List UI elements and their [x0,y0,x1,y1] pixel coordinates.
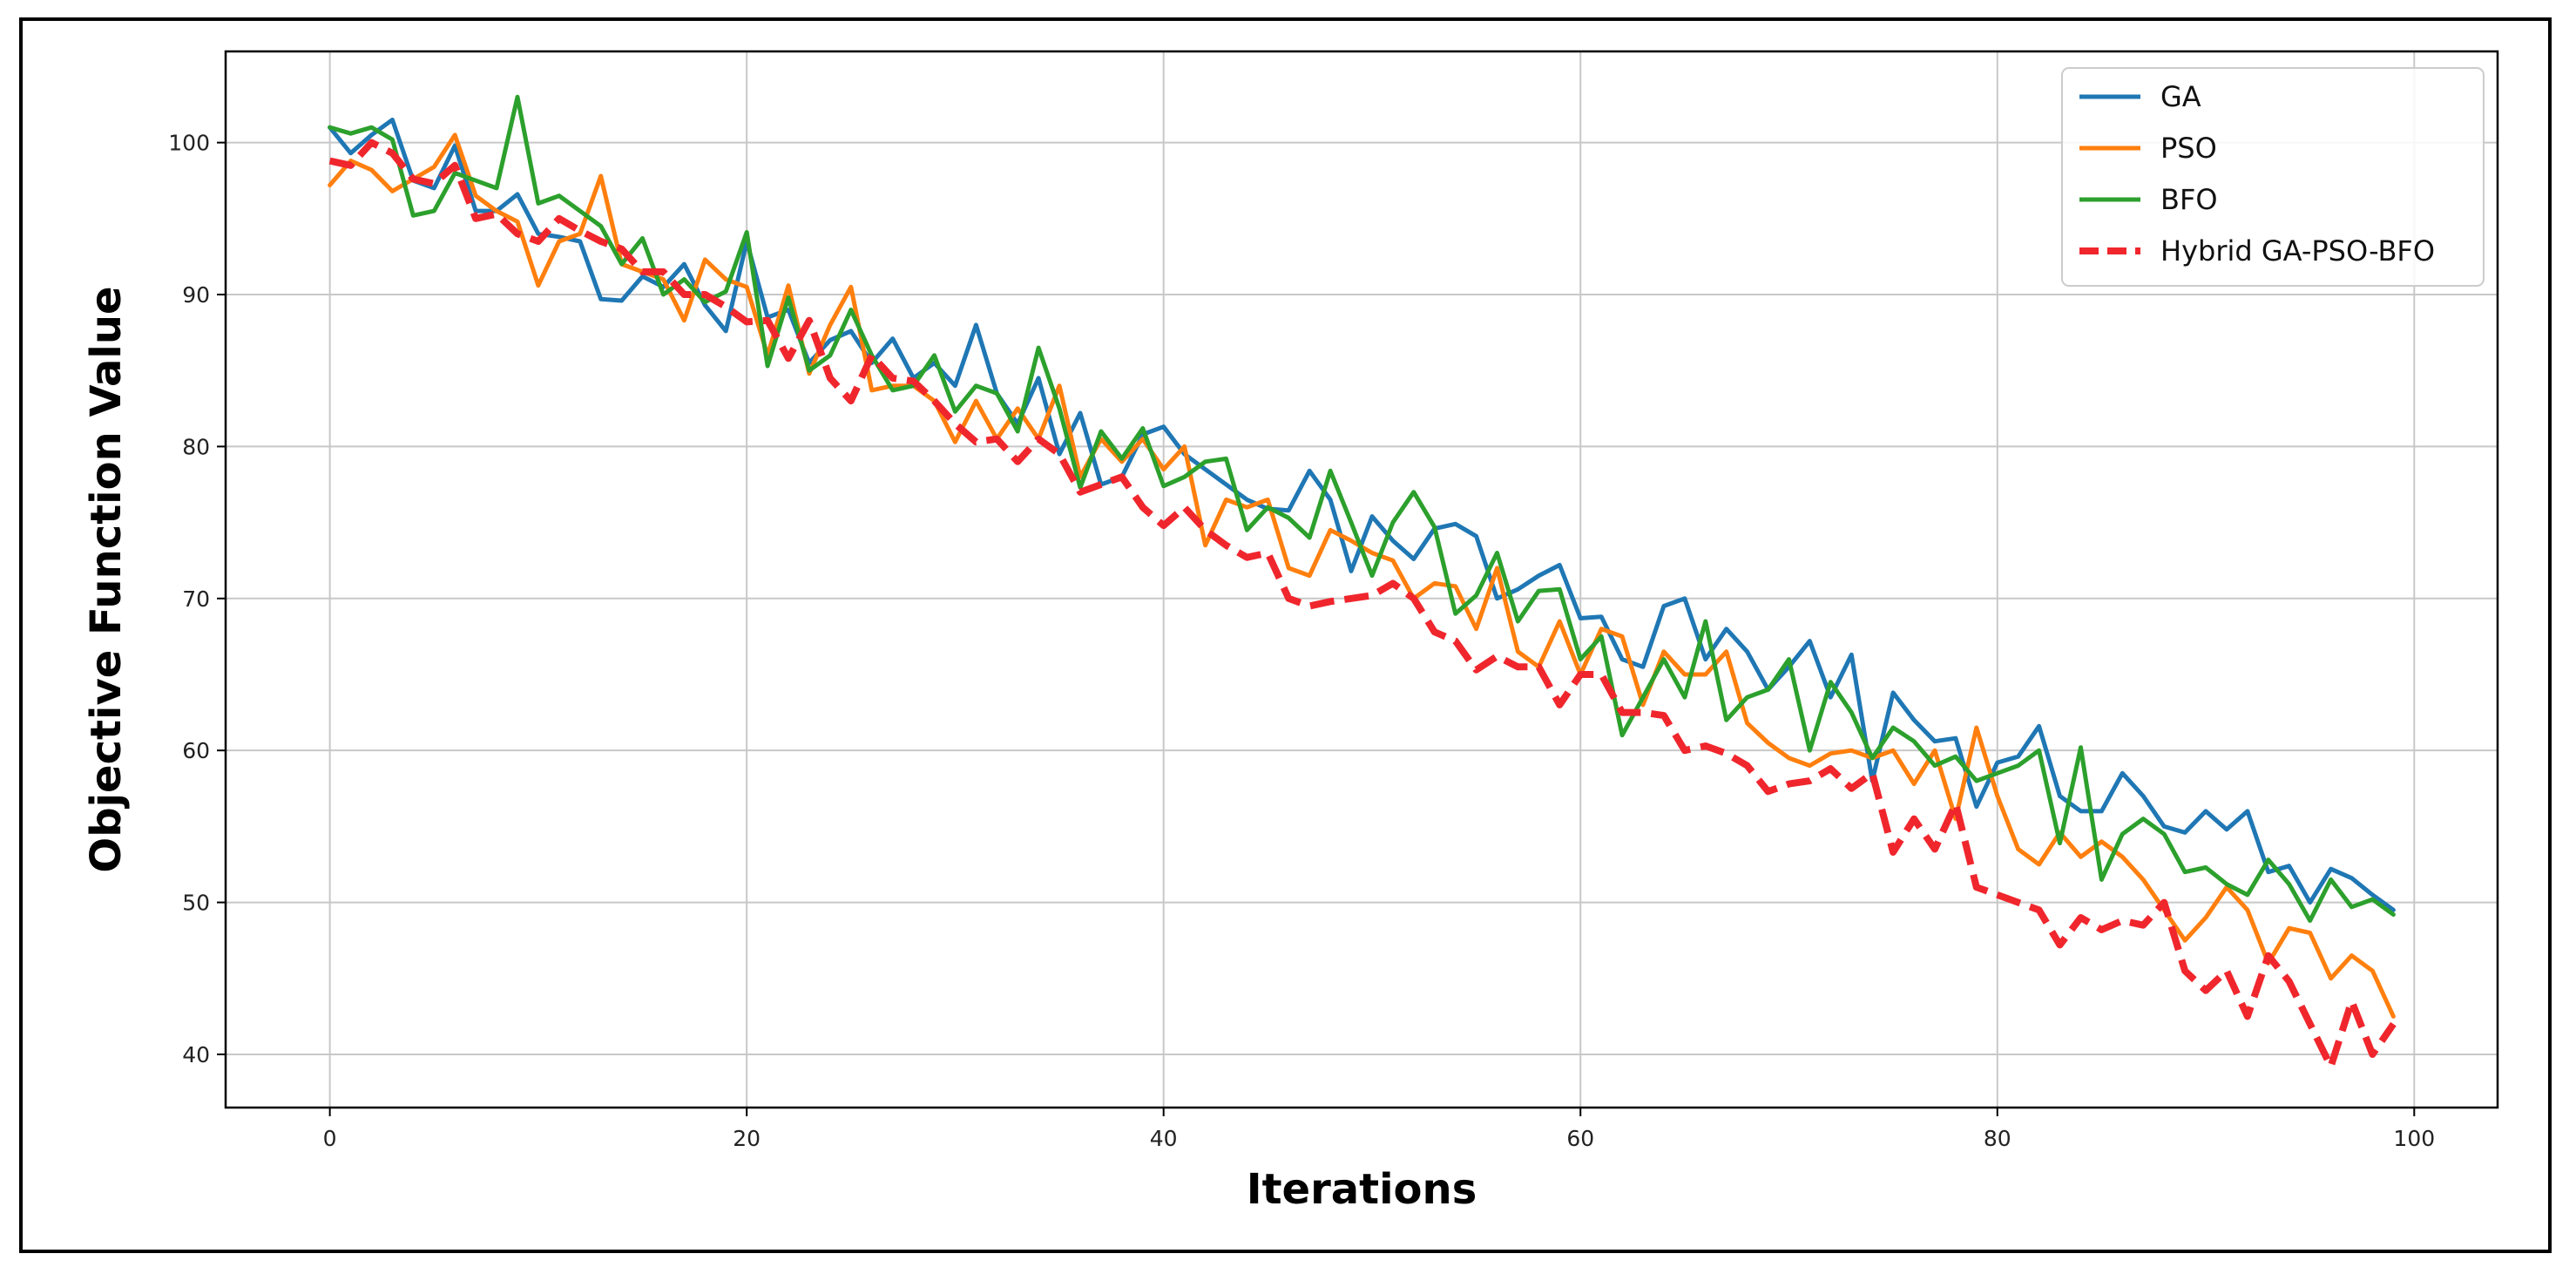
y-tick-label: 80 [182,434,210,459]
x-tick-label: 100 [2393,1126,2435,1151]
y-tick-label: 90 [182,282,210,308]
plot-area-border [224,50,2499,1109]
x-tick-label: 60 [1566,1126,1594,1151]
y-tick-label: 60 [182,738,210,763]
y-axis-ticks: 40 50 60 70 80 90 100 [168,131,226,1067]
x-tick-label: 40 [1150,1126,1178,1151]
y-tick-label: 100 [168,131,210,156]
x-tick-label: 80 [1984,1126,2011,1151]
chart-frame: 0 20 40 60 80 100 40 50 60 70 80 90 100 Iterations … [19,17,2552,1253]
legend-label: Hybrid GA-PSO-BFO [2160,234,2435,268]
legend-box [2061,67,2485,287]
legend-label: PSO [2160,132,2217,165]
x-tick-label: 20 [733,1126,761,1151]
legend: GA PSO BFO Hybrid GA-PSO-BFO [2061,67,2485,287]
legend-label: BFO [2160,183,2218,216]
y-tick-label: 70 [182,586,210,612]
y-axis-label: Objective Function Value [82,286,131,872]
series-line-hybrid-ga-pso-bfo [328,139,2397,1070]
y-tick-label: 50 [182,891,210,916]
series-lines [328,94,2397,1070]
x-axis-label: Iterations [1247,1165,1477,1214]
x-tick-label: 0 [323,1126,337,1151]
legend-label: GA [2160,80,2201,113]
x-axis-ticks: 0 20 40 60 80 100 [323,1108,2435,1151]
y-tick-label: 40 [182,1042,210,1067]
